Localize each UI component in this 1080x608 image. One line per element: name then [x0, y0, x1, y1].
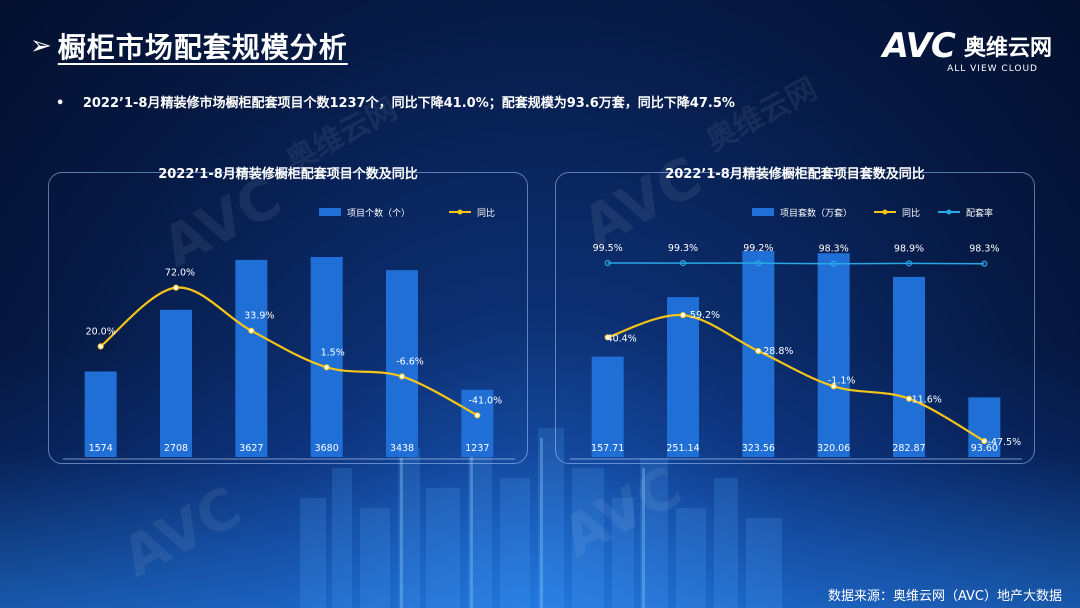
chart-bar — [160, 309, 192, 457]
bar-value-label: 320.06 — [817, 443, 850, 454]
yoy-data-label: 28.8% — [763, 346, 793, 357]
legend-label: 项目套数（万套） — [780, 207, 852, 219]
data-source-note: 数据来源：奥维云网（AVC）地产大数据 — [827, 589, 1062, 604]
rate-data-label: 99.5% — [593, 243, 623, 254]
yoy-point — [323, 364, 330, 371]
yoy-data-label: -11.6% — [908, 395, 942, 406]
chart-bar — [968, 397, 1001, 457]
rate-point — [981, 260, 988, 267]
arrow-bullet-icon: ➢ — [30, 31, 52, 61]
brand-logo: AVC 奥维云网 ALL VIEW CLOUD — [883, 26, 1052, 74]
yoy-data-label: 1.5% — [321, 347, 345, 358]
bar-value-label: 1237 — [465, 443, 489, 454]
yoy-point — [97, 343, 104, 350]
watermark-logo: AVC — [111, 474, 252, 591]
logo-english-name: ALL VIEW CLOUD — [947, 64, 1038, 74]
chart-panel-project-units: 2022’1-8月精装修橱柜配套项目套数及同比 2017201820192020… — [555, 167, 1035, 476]
chart-title: 2022’1-8月精装修橱柜配套项目套数及同比 — [665, 167, 925, 182]
legend-label: 同比 — [477, 207, 495, 219]
rate-series-line — [607, 262, 985, 265]
yoy-data-label: -1.1% — [828, 375, 856, 386]
yoy-point — [604, 334, 611, 341]
chart-bar — [386, 270, 418, 457]
logo-mark: AVC — [882, 26, 956, 66]
chart-bar — [235, 259, 268, 457]
chart-bar — [591, 356, 624, 457]
bar-value-label: 251.14 — [666, 443, 699, 454]
bar-value-label: 282.87 — [892, 443, 925, 454]
chart-bar — [893, 276, 925, 457]
legend-label: 同比 — [902, 207, 920, 219]
yoy-data-label: 59.2% — [690, 310, 720, 321]
bar-value-label: 93.60 — [971, 443, 998, 454]
yoy-point — [248, 327, 255, 334]
watermark-logo: 奥维云网 — [700, 71, 823, 159]
rate-point — [755, 260, 762, 267]
bar-value-label: 2708 — [164, 443, 188, 454]
rate-point — [830, 260, 837, 267]
legend-marker — [946, 209, 952, 215]
yoy-data-label: 40.4% — [607, 333, 637, 344]
rate-point — [905, 260, 913, 267]
rate-data-label: 98.3% — [969, 244, 999, 255]
yoy-series-line — [607, 314, 985, 443]
chart-title: 2022’1-8月精装修橱柜配套项目个数及同比 — [158, 167, 418, 182]
yoy-series-line — [99, 286, 478, 417]
page-header: ➢ 橱柜市场配套规模分析 — [30, 26, 348, 66]
legend-marker — [457, 209, 463, 215]
yoy-point — [172, 284, 180, 291]
chart-bar — [817, 253, 850, 457]
yoy-data-label: 72.0% — [165, 268, 195, 279]
bar-value-label: 323.56 — [742, 443, 775, 454]
chart-bar — [310, 257, 343, 457]
bar-value-label: 3627 — [239, 443, 263, 454]
logo-chinese-name: 奥维云网 — [963, 36, 1052, 61]
rate-point — [604, 259, 611, 267]
rate-data-label: 99.2% — [743, 243, 773, 254]
yoy-point — [679, 312, 687, 319]
yoy-data-label: -47.5% — [988, 437, 1022, 448]
yoy-point — [905, 395, 913, 402]
legend-label: 配套率 — [966, 207, 993, 219]
bullet-dot-icon: • — [56, 96, 65, 111]
yoy-point — [398, 373, 406, 380]
yoy-data-label: -41.0% — [469, 395, 503, 406]
yoy-point — [830, 383, 837, 390]
chart-panel-project-count: 2022’1-8月精装修橱柜配套项目个数及同比 2017201820192020… — [48, 167, 528, 476]
bar-value-label: 1574 — [89, 443, 113, 454]
yoy-data-label: 33.9% — [244, 311, 274, 322]
chart-project-units: 2017201820192020202122M1-8项目套数（万套）同比配套率1… — [570, 207, 1022, 476]
bar-value-label: 157.71 — [591, 443, 624, 454]
summary-line: • 2022’1-8月精装修市场橱柜配套项目个数1237个，同比下降41.0%；… — [56, 92, 735, 111]
yoy-data-label: -6.6% — [396, 356, 424, 367]
chart-bar — [667, 297, 699, 457]
yoy-point — [474, 412, 481, 419]
legend-marker — [882, 209, 888, 215]
rate-data-label: 98.9% — [894, 243, 924, 254]
chart-bar — [461, 389, 494, 457]
bar-value-label: 3438 — [390, 443, 414, 454]
legend-label: 项目个数（个） — [347, 207, 410, 219]
rate-data-label: 99.3% — [668, 243, 698, 254]
yoy-point — [755, 347, 762, 355]
chart-project-count: 2017201820192020202122M1-8项目个数（个）同比15742… — [63, 207, 515, 476]
bar-value-label: 3680 — [315, 443, 339, 454]
yoy-point — [981, 437, 988, 445]
summary-text: 2022’1-8月精装修市场橱柜配套项目个数1237个，同比下降41.0%；配套… — [82, 96, 735, 111]
legend-swatch-bar — [319, 208, 341, 216]
rate-point — [679, 260, 687, 267]
yoy-data-label: 20.0% — [86, 326, 116, 337]
rate-data-label: 98.3% — [819, 244, 849, 255]
watermark-logo: AVC — [551, 454, 692, 571]
legend-swatch-bar — [752, 208, 774, 216]
chart-bar — [84, 371, 117, 457]
page-title: 橱柜市场配套规模分析 — [57, 31, 348, 64]
